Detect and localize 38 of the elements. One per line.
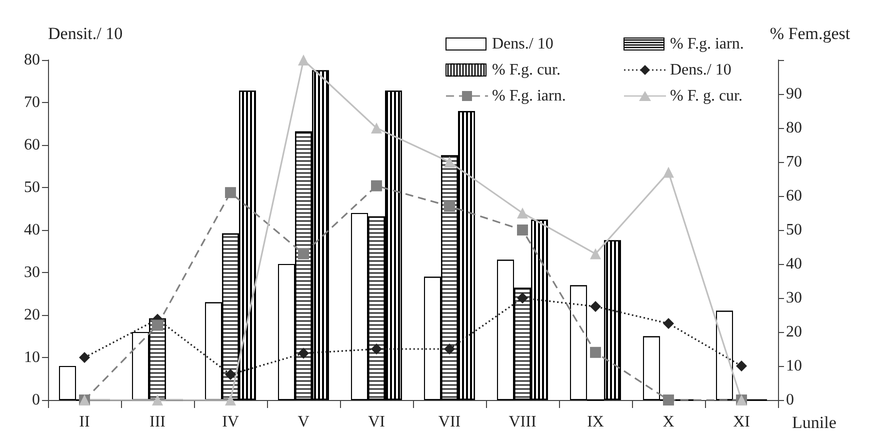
y-tick-label: 50 — [24, 179, 40, 196]
x-tick-label: V — [298, 414, 310, 430]
y2-tick-label: 0 — [786, 392, 794, 408]
y2-tick-label: 90 — [786, 86, 802, 102]
y2-tick-label: 80 — [786, 120, 802, 136]
y-tick-label: 10 — [24, 349, 40, 366]
x-tick-label: VI — [368, 414, 385, 430]
y-tick-label: 20 — [24, 306, 40, 324]
x-tick-label: III — [150, 414, 166, 430]
y-axis-title: Densit./ 10 — [48, 24, 123, 43]
y-tick-label: 0 — [32, 392, 40, 408]
y2-tick-label: 60 — [786, 188, 802, 204]
x-axis-title: Lunile — [792, 413, 836, 432]
y-tick-label: 70 — [24, 94, 40, 111]
y2-tick-label: 20 — [786, 324, 802, 340]
x-tick-label: XI — [733, 414, 750, 430]
x-tick-label: VII — [438, 414, 461, 430]
y2-tick-label: 50 — [786, 222, 802, 238]
legend-label: % F.g. cur. — [492, 62, 560, 78]
x-tick-label: VIII — [508, 414, 536, 430]
y-tick-label: 30 — [24, 264, 40, 281]
y-tick-label: 80 — [24, 52, 40, 68]
y-tick-label: 60 — [24, 136, 40, 154]
y-tick-label: 40 — [24, 222, 40, 238]
y2-tick-label: 10 — [786, 358, 802, 374]
y2-tick-label: 40 — [786, 256, 802, 272]
x-tick-label: X — [662, 414, 675, 430]
y2-tick-label: 30 — [786, 290, 802, 306]
legend-label: % F.g. iarn. — [492, 88, 566, 104]
legend-label: % F.g. iarn. — [670, 36, 744, 52]
y2-tick-label: 70 — [786, 154, 802, 170]
x-tick-label: IV — [222, 414, 240, 430]
x-tick-label: II — [79, 414, 90, 430]
legend-label: Dens./ 10 — [670, 62, 732, 78]
y2-axis-title: % Fem.gest — [770, 24, 850, 43]
legend-label: Dens./ 10 — [492, 36, 554, 52]
x-tick-label: IX — [587, 414, 604, 430]
legend-label: % F. g. cur. — [670, 88, 742, 104]
